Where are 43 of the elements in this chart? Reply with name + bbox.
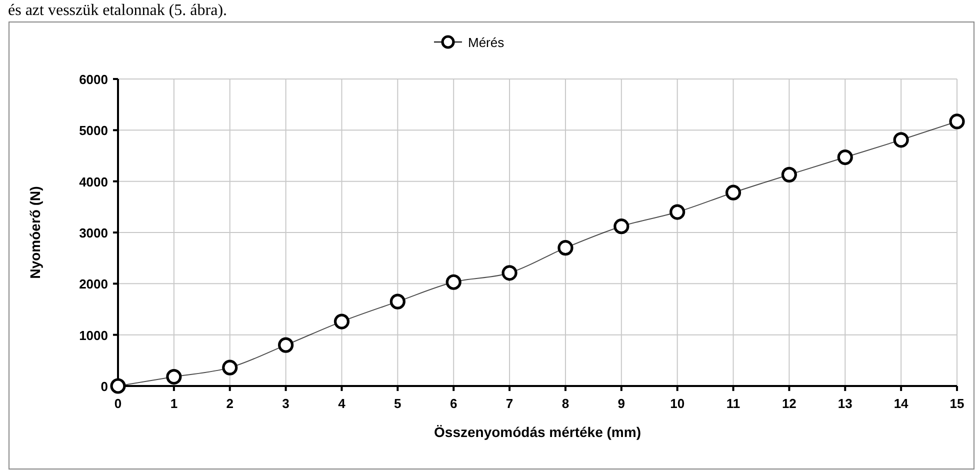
x-tick-label: 2	[226, 396, 234, 411]
point	[558, 240, 574, 256]
y-tick-label: 0	[100, 379, 108, 394]
y-tick-label: 2000	[79, 276, 108, 292]
legend-label: Mérés	[468, 35, 505, 50]
x-tick-label: 6	[450, 396, 458, 411]
y-tick-label: 3000	[79, 226, 108, 240]
y-tick-label: 1000	[79, 328, 108, 343]
text: és azt vesszük etalonnak (5. ábra).	[8, 2, 228, 19]
point	[446, 274, 462, 290]
point	[781, 166, 797, 182]
x-tick-label: 9	[618, 396, 626, 411]
y-tick-label: 5000	[79, 123, 108, 138]
x-axis-title: Összenyomódás mértéke (mm)	[434, 424, 641, 440]
point	[725, 184, 742, 200]
point	[390, 294, 406, 310]
x-tick-label: 3	[282, 396, 290, 411]
x-tick-label: 4	[338, 396, 346, 411]
point	[502, 265, 518, 281]
point	[893, 132, 909, 148]
point	[222, 360, 238, 376]
x-tick-label: 7	[506, 396, 514, 411]
point	[949, 114, 965, 130]
x-tick-label: 0	[114, 396, 122, 411]
x-tick-label: 10	[670, 396, 685, 411]
x-tick-label: 8	[562, 396, 570, 411]
x-tick-label: 12	[782, 396, 796, 411]
x-tick-label: 13	[838, 396, 852, 411]
point	[614, 218, 630, 234]
y-axis-title: Nyomóerő (N)	[27, 186, 43, 279]
x-tick-label: 1	[170, 396, 178, 411]
x-tick-label: 15	[950, 396, 964, 411]
y-tick-label: 6000	[79, 72, 108, 87]
point	[670, 204, 686, 220]
x-tick-label: 5	[394, 396, 402, 411]
point	[278, 337, 294, 353]
point	[334, 314, 350, 330]
x-tick-label: 14	[894, 396, 910, 411]
x-tick-label: 11	[726, 396, 740, 411]
point	[110, 378, 126, 394]
point	[837, 149, 853, 166]
y-tick-label: 4000	[79, 174, 108, 190]
point	[166, 368, 182, 385]
